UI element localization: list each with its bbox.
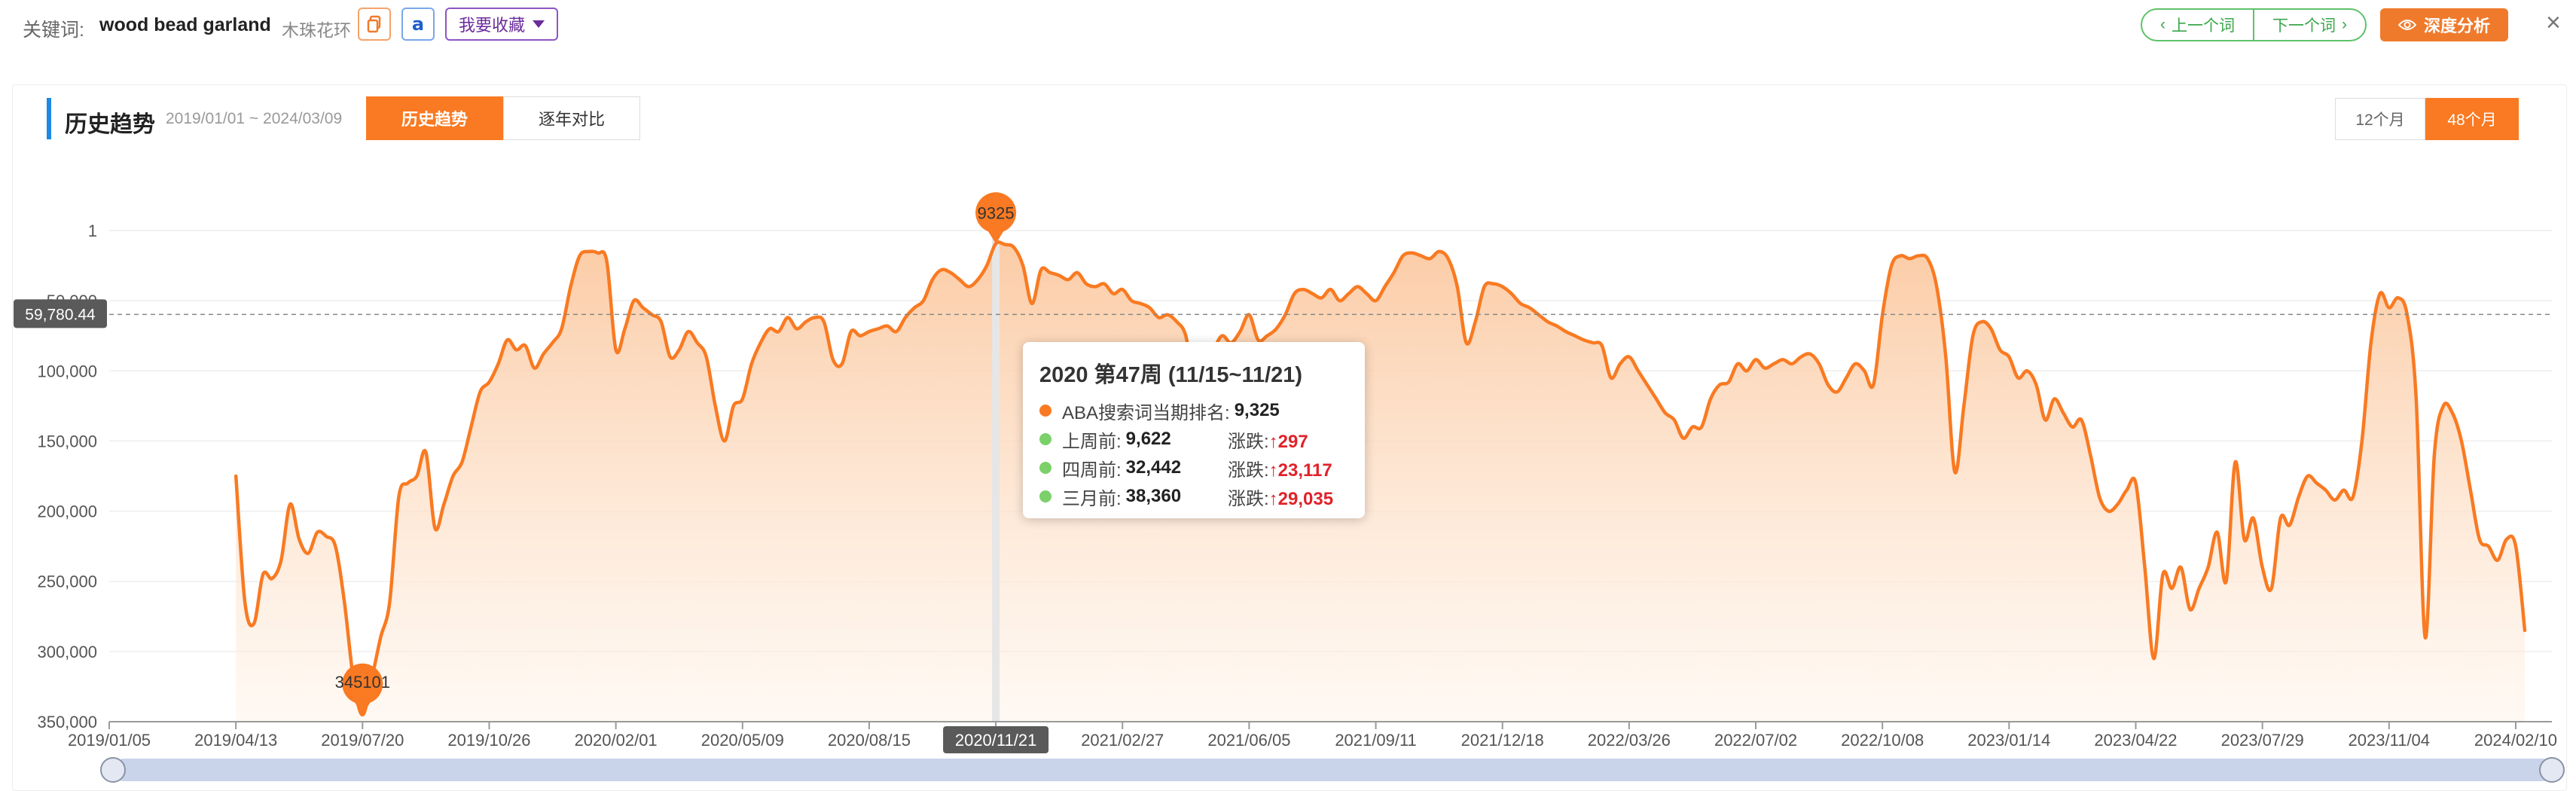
range-12-months-button[interactable]: 12个月 xyxy=(2335,98,2425,140)
tooltip-change: 涨跌:↑297 xyxy=(1228,426,1308,453)
keyword-navigation: ‹ 上一个词 下一个词 › xyxy=(2141,8,2367,41)
keyword-value: wood bead garland xyxy=(99,14,271,35)
slider-handle-right[interactable] xyxy=(2539,757,2565,783)
x-tick-label: 2020/11/21 xyxy=(955,731,1036,750)
y-tick-label: 250,000 xyxy=(37,573,97,591)
tooltip-row-last-week: 上周前: 9,622 涨跌:↑297 xyxy=(1039,425,1348,454)
next-keyword-label: 下一个词 xyxy=(2272,17,2336,35)
range-slider[interactable] xyxy=(100,757,2565,783)
tooltip-row-current: ABA搜索词当期排名: 9,325 xyxy=(1039,396,1348,425)
y-tick-label: 350,000 xyxy=(37,713,97,731)
x-tick-highlight xyxy=(943,726,1049,753)
tooltip-row-label: 上周前: xyxy=(1062,431,1122,452)
reference-value: 59,780.44 xyxy=(25,306,96,323)
chevron-right-icon: › xyxy=(2342,16,2347,33)
tooltip-title: 2020 第47周 (11/15~11/21) xyxy=(1039,363,1303,387)
min-marker[interactable]: 345101 xyxy=(335,663,390,715)
amazon-icon: a xyxy=(411,14,425,35)
deep-analysis-button[interactable]: 深度分析 xyxy=(2380,8,2508,41)
title-accent-bar xyxy=(47,98,51,139)
tooltip-row-value: 32,442 xyxy=(1125,457,1182,478)
tooltip-current-label: ABA搜索词当期排名: xyxy=(1062,402,1230,423)
x-tick-label: 2023/07/29 xyxy=(2221,731,2304,750)
tooltip-change-label: 涨跌: xyxy=(1228,460,1269,481)
copy-button[interactable] xyxy=(358,8,391,41)
tooltip-row-label: 三月前: xyxy=(1062,488,1122,509)
favorite-button[interactable]: 我要收藏 xyxy=(445,8,558,41)
copy-icon xyxy=(367,15,381,33)
x-tick-label: 2021/06/05 xyxy=(1207,731,1290,750)
range-48-months-button[interactable]: 48个月 xyxy=(2425,98,2519,140)
prev-keyword-button[interactable]: ‹ 上一个词 xyxy=(2142,10,2253,40)
amazon-button[interactable]: a xyxy=(401,8,435,41)
tooltip-change: 涨跌:↑29,035 xyxy=(1228,484,1333,510)
series-line xyxy=(233,240,2527,717)
prev-keyword-label: 上一个词 xyxy=(2172,17,2235,35)
x-tick-label: 2019/10/26 xyxy=(447,731,530,750)
reference-label: 59,780.44 xyxy=(14,299,107,328)
tooltip: 2020 第47周 (11/15~11/21) ABA搜索词当期排名: 9,32… xyxy=(1023,342,1365,518)
tooltip-change-value: ↑297 xyxy=(1268,431,1308,452)
marker-label: 345101 xyxy=(335,673,390,692)
y-tick-label: 1 xyxy=(88,221,97,240)
tooltip-row-value: 38,360 xyxy=(1125,486,1182,506)
x-tick-label: 2020/08/15 xyxy=(828,731,911,750)
marker-label: 9325 xyxy=(978,203,1015,222)
keyword-label: 关键词: xyxy=(23,20,84,41)
next-keyword-button[interactable]: 下一个词 › xyxy=(2253,10,2365,40)
compare-dot-icon xyxy=(1039,462,1051,474)
tooltip-change: 涨跌:↑23,117 xyxy=(1228,455,1332,481)
x-tick-label: 2022/03/26 xyxy=(1588,731,1671,750)
chevron-down-icon xyxy=(533,20,545,28)
y-tick-label: 300,000 xyxy=(37,643,97,661)
x-tick-label: 2019/04/13 xyxy=(194,731,277,750)
x-tick-label: 2023/01/14 xyxy=(1967,731,2050,750)
marker-pin-icon xyxy=(342,663,383,715)
x-tick-label: 2021/12/18 xyxy=(1461,731,1544,750)
y-tick-label: 150,000 xyxy=(37,432,97,450)
x-tick-label: 2019/01/05 xyxy=(68,731,151,750)
series-dot-icon xyxy=(1039,405,1051,417)
max-marker[interactable]: 9325 xyxy=(975,192,1017,244)
tooltip-current-value: 9,325 xyxy=(1234,400,1280,420)
tooltip-row-label: 四周前: xyxy=(1062,460,1122,481)
tooltip-change-label: 涨跌: xyxy=(1228,431,1269,452)
x-tick-label: 2021/09/11 xyxy=(1335,731,1416,750)
series-area xyxy=(236,242,2526,722)
panel-title: 历史趋势 xyxy=(65,112,155,137)
close-icon[interactable]: × xyxy=(2546,8,2561,37)
tooltip-row-four-weeks: 四周前: 32,442 涨跌:↑23,117 xyxy=(1039,454,1348,482)
keyword-translation: 木珠花环 xyxy=(282,20,351,40)
favorite-label: 我要收藏 xyxy=(458,16,525,35)
tooltip-row-three-months: 三月前: 38,360 涨跌:↑29,035 xyxy=(1039,482,1348,511)
eye-icon xyxy=(2397,20,2416,30)
x-tick-label: 2023/04/22 xyxy=(2094,731,2177,750)
x-tick-label: 2020/02/01 xyxy=(575,731,658,750)
y-tick-label: 200,000 xyxy=(37,502,97,521)
tooltip-change-value: ↑29,035 xyxy=(1268,488,1334,509)
x-tick-label: 2019/07/20 xyxy=(321,731,404,750)
x-tick-label: 2020/05/09 xyxy=(701,731,784,750)
compare-dot-icon xyxy=(1039,433,1051,445)
deep-analysis-label: 深度分析 xyxy=(2423,17,2490,35)
x-tick-label: 2024/02/10 xyxy=(2474,731,2557,750)
x-tick-label: 2022/07/02 xyxy=(1714,731,1797,750)
y-tick-label: 100,000 xyxy=(37,362,97,380)
x-tick-label: 2023/11/04 xyxy=(2349,731,2430,750)
tab-history-trend[interactable]: 历史趋势 xyxy=(366,96,503,140)
tab-year-compare[interactable]: 逐年对比 xyxy=(503,96,640,140)
x-tick-label: 2021/02/27 xyxy=(1081,731,1164,750)
tooltip-change-value: ↑23,117 xyxy=(1268,460,1332,481)
marker-pin-icon xyxy=(975,192,1017,244)
chevron-left-icon: ‹ xyxy=(2160,16,2165,33)
x-tick-label: 2022/10/08 xyxy=(1841,731,1924,750)
tooltip-change-label: 涨跌: xyxy=(1228,488,1269,509)
compare-dot-icon xyxy=(1039,490,1051,502)
date-range: 2019/01/01 ~ 2024/03/09 xyxy=(166,110,343,127)
slider-handle-left[interactable] xyxy=(100,757,126,783)
top-bar: 关键词: wood bead garland 木珠花环 a 我要收藏 ‹ 上一个… xyxy=(0,0,2576,59)
tooltip-row-value: 9,622 xyxy=(1125,429,1171,449)
